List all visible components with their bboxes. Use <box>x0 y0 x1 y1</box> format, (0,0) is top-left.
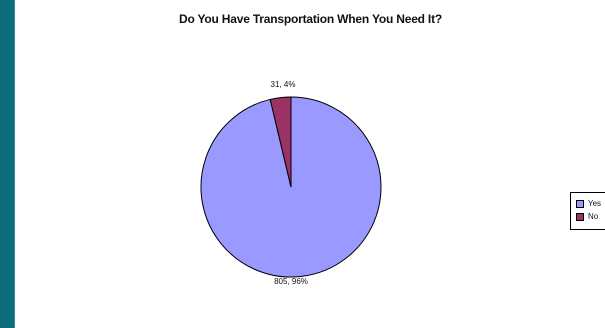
pie-slice-no <box>269 96 292 188</box>
legend-label-no: No <box>588 212 599 221</box>
pie-data-labels: 805, 96% 31, 4% <box>271 80 308 286</box>
legend-label-yes: Yes <box>588 199 602 208</box>
chart-legend: Yes No <box>570 192 605 230</box>
chart-frame: Do You Have Transportation When You Need… <box>14 0 605 328</box>
chart-title: Do You Have Transportation When You Need… <box>178 12 442 26</box>
legend-swatch-yes <box>576 199 584 208</box>
pie-slices <box>200 96 382 278</box>
legend-swatch-no <box>576 212 584 221</box>
data-label-no: 31, 4% <box>271 80 296 89</box>
legend-item-yes: Yes <box>576 197 605 210</box>
pie-chart: 805, 96% 31, 4% <box>200 80 382 286</box>
data-label-yes: 805, 96% <box>274 277 308 286</box>
legend-item-no: No <box>576 210 605 223</box>
